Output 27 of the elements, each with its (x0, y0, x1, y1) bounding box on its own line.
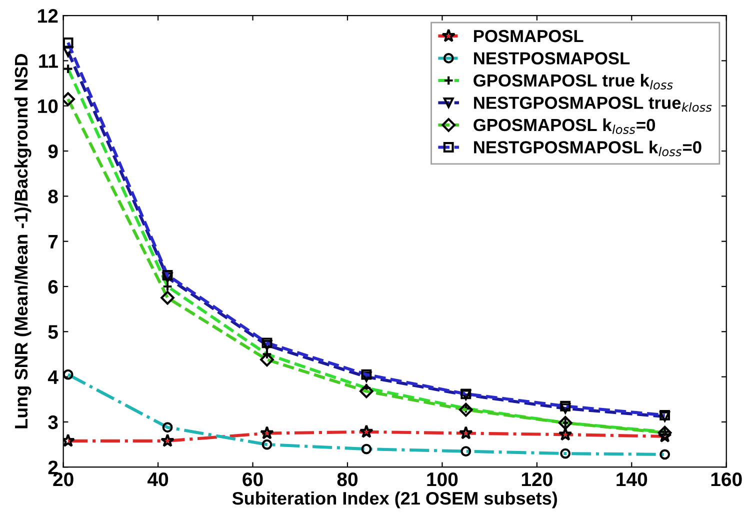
x-tick-label: 140 (616, 472, 648, 486)
y-tick-label: 4 (48, 370, 58, 384)
y-tick-label: 11 (39, 54, 58, 68)
legend-label: GPOSMAPOSL true k$_{loss}$ (474, 74, 673, 90)
y-tick-label: 5 (48, 325, 58, 339)
y-tick-label: 3 (48, 415, 58, 430)
x-tick-label: 160 (711, 472, 742, 486)
y-tick-label: 2 (48, 460, 58, 474)
legend-label: NESTPOSMAPOSL (474, 52, 630, 64)
x-tick-label: 100 (427, 472, 458, 486)
x-tick-label: 60 (242, 472, 263, 486)
y-tick-label: 7 (48, 235, 58, 248)
y-tick-label: 12 (38, 9, 58, 23)
legend-label: NESTGPOSMAPOSL k$_{loss}$=0 (474, 140, 702, 156)
legend-label: NESTGPOSMAPOSL true$_{kloss}$ (474, 96, 712, 112)
legend-label: POSMAPOSL (474, 30, 584, 42)
x-tick-label: 40 (148, 472, 168, 486)
y-tick-label: 10 (38, 99, 58, 114)
x-tick-label: 120 (522, 472, 552, 486)
x-tick-label: 80 (337, 472, 358, 486)
x-axis-title: Subiteration Index (21 OSEM subsets) (232, 491, 557, 508)
y-tick-label: 6 (48, 280, 58, 294)
y-tick-label: 9 (48, 144, 58, 158)
x-tick-label: 20 (53, 472, 74, 486)
y-tick-label: 8 (48, 190, 58, 204)
legend-label: GPOSMAPOSL k$_{loss}$=0 (474, 118, 656, 134)
y-axis-title: Lung SNR (Mean/Mean -1)/Background NSD (14, 54, 32, 428)
